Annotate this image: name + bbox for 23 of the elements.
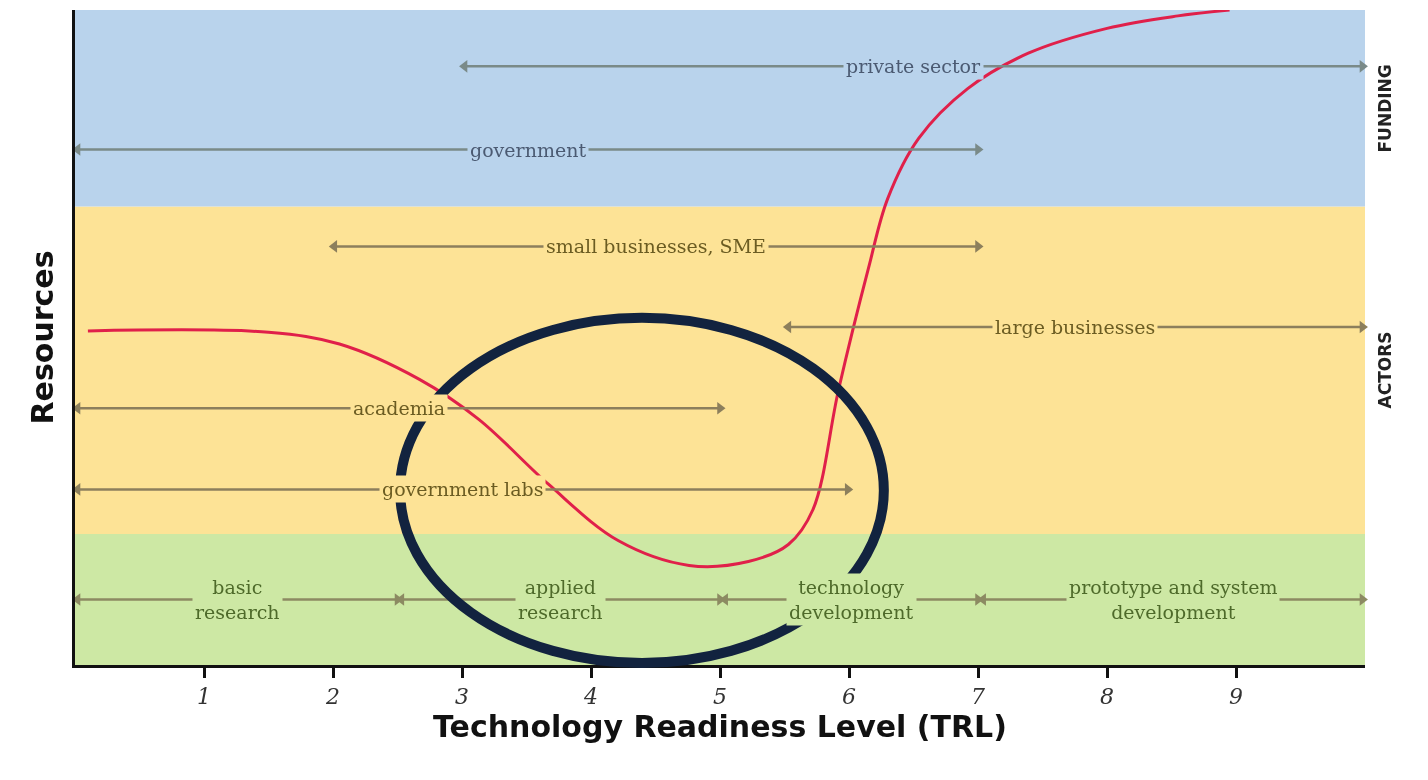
x-axis-title: Technology Readiness Level (TRL) (433, 709, 1007, 745)
x-tick-label: 1 (197, 684, 211, 710)
x-tick-label: 2 (325, 684, 340, 710)
x-tick-label: 4 (583, 684, 598, 710)
band-label: FUNDING (1375, 64, 1395, 153)
x-tick-label: 6 (842, 684, 856, 710)
x-tick-label: 9 (1229, 684, 1243, 710)
y-axis-title: Resources (25, 250, 60, 425)
band-label: ACTORS (1375, 331, 1395, 409)
x-tick-label: 7 (971, 684, 985, 710)
series-label: government (470, 139, 587, 161)
series-label: large businesses (995, 316, 1156, 338)
series-label: basic research (195, 576, 280, 623)
series-label: technology development (789, 576, 914, 623)
series-label: government labs (382, 478, 544, 500)
series-label: prototype and system development (1069, 576, 1278, 623)
series-label: academia (353, 397, 446, 419)
series-label: private sector (846, 55, 982, 77)
x-tick-label: 5 (713, 684, 727, 710)
x-tick-label: 3 (455, 684, 469, 710)
series-label: small businesses, SME (546, 235, 766, 257)
x-tick-label: 8 (1100, 684, 1114, 710)
series-label: applied research (518, 576, 603, 623)
